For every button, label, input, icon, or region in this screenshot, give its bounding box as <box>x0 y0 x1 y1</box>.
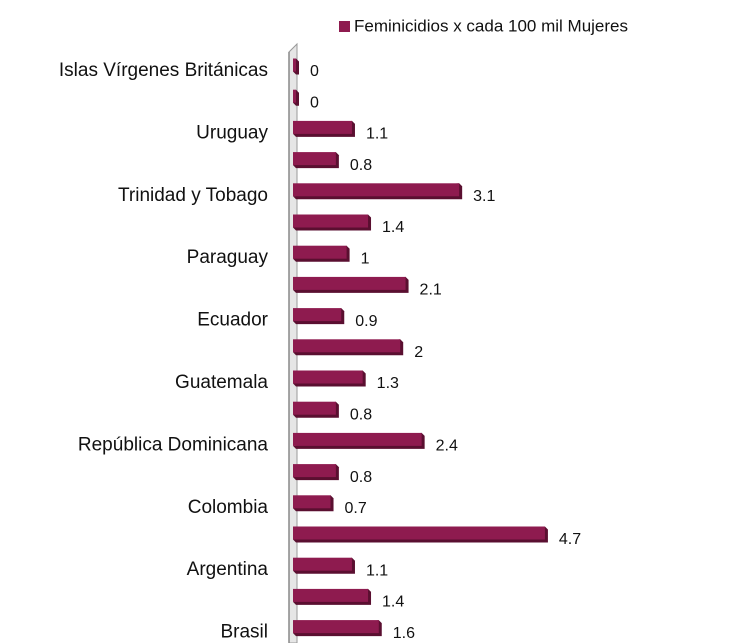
bar <box>293 276 406 290</box>
y-tick-label: Islas Vírgenes Británicas <box>59 60 268 81</box>
bar <box>293 588 369 602</box>
value-label: 1 <box>361 250 370 267</box>
value-label: 3.1 <box>473 188 495 205</box>
bar <box>293 152 336 166</box>
legend-swatch <box>339 21 350 32</box>
bar <box>293 370 363 384</box>
y-tick-label: Trinidad y Tobago <box>118 185 268 206</box>
value-label: 2.4 <box>436 438 458 455</box>
value-label: 0.8 <box>350 157 372 174</box>
value-label: 1.1 <box>366 562 388 579</box>
bar <box>293 245 347 259</box>
y-tick-label: Argentina <box>187 559 269 580</box>
bar <box>293 214 369 228</box>
value-label: 1.4 <box>382 219 404 236</box>
bar <box>293 526 545 540</box>
bar <box>293 120 352 134</box>
bar <box>293 557 352 571</box>
value-label: 1.3 <box>377 375 399 392</box>
bar <box>293 464 336 478</box>
value-label: 0.7 <box>345 500 367 517</box>
y-tick-label: República Dominicana <box>78 434 269 455</box>
bar <box>293 89 296 103</box>
y-tick-label: Paraguay <box>187 247 269 268</box>
value-label: 2.1 <box>420 282 442 299</box>
bar <box>293 620 379 634</box>
value-label: 0 <box>310 63 319 80</box>
bar <box>293 401 336 415</box>
bar <box>293 183 460 197</box>
value-label: 1.1 <box>366 126 388 143</box>
value-label: 0.8 <box>350 469 372 486</box>
bar <box>293 58 296 72</box>
bar <box>293 339 401 353</box>
y-tick-label: Guatemala <box>175 372 268 393</box>
value-label: 0 <box>310 94 319 111</box>
y-tick-label: Ecuador <box>197 310 268 331</box>
y-tick-label: Brasil <box>220 622 268 643</box>
legend-label: Feminicidios x cada 100 mil Mujeres <box>354 16 628 35</box>
y-tick-label: Uruguay <box>196 122 268 143</box>
value-label: 2 <box>414 344 423 361</box>
bar <box>293 495 331 509</box>
value-label: 0.8 <box>350 406 372 423</box>
value-label: 4.7 <box>559 531 581 548</box>
value-label: 1.6 <box>393 625 415 642</box>
y-tick-label: Colombia <box>188 497 269 518</box>
bar <box>293 432 422 446</box>
value-label: 1.4 <box>382 594 404 611</box>
bar <box>293 308 342 322</box>
value-label: 0.9 <box>355 313 377 330</box>
